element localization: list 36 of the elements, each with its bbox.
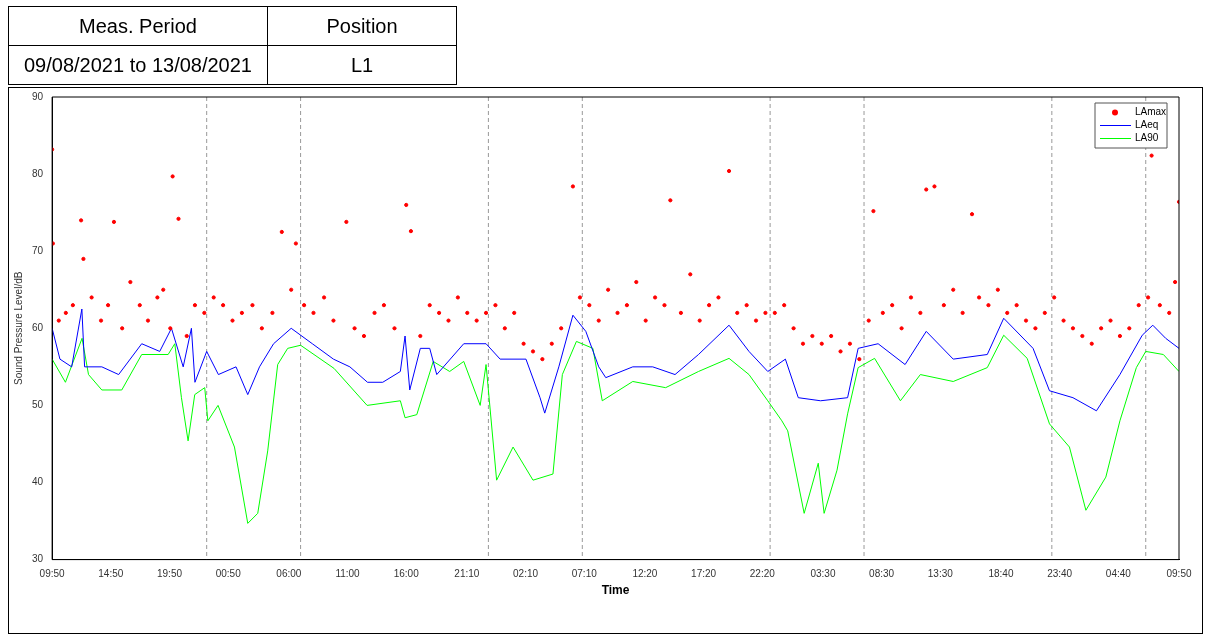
legend-label: LAmax	[1135, 106, 1167, 118]
y-tick-label: 70	[32, 244, 44, 256]
x-tick-label: 18:40	[988, 568, 1014, 580]
x-tick-label: 02:10	[513, 568, 539, 580]
y-axis-title: Sound Pressure Level/dB	[12, 271, 24, 385]
x-tick-label: 00:50	[215, 568, 242, 580]
x-tick-label: 19:50	[156, 568, 183, 580]
x-tick-label: 22:20	[749, 568, 776, 580]
x-tick-label: 04:40	[1105, 568, 1132, 580]
y-tick-label: 50	[32, 399, 44, 411]
x-axis-title: Time	[601, 583, 630, 598]
y-tick-label: 80	[32, 167, 44, 179]
legend-label: LAeq	[1135, 119, 1159, 131]
x-tick-label: 09:50	[1166, 568, 1192, 580]
y-tick-label: 30	[32, 553, 44, 565]
legend-label: LA90	[1135, 132, 1159, 144]
y-tick-label: 90	[32, 90, 44, 102]
x-tick-label: 06:00	[276, 568, 302, 580]
x-tick-label: 13:30	[927, 568, 954, 580]
x-tick-label: 09:50	[39, 568, 66, 580]
x-tick-label: 03:30	[810, 568, 836, 580]
text: Position	[267, 6, 457, 46]
x-tick-label: 17:20	[691, 568, 717, 580]
text: Meas. Period	[8, 6, 268, 46]
x-tick-label: 16:00	[393, 568, 420, 580]
y-tick-label: 60	[32, 322, 44, 334]
x-tick-label: 07:10	[571, 568, 598, 580]
x-tick-label: 21:10	[454, 568, 480, 580]
y-tick-label: 40	[32, 476, 44, 488]
x-tick-label: 11:00	[335, 568, 361, 580]
x-tick-label: 23:40	[1047, 568, 1073, 580]
x-tick-label: 14:50	[98, 568, 124, 580]
text: L1	[267, 45, 457, 85]
x-tick-label: 08:30	[869, 568, 895, 580]
text: 09/08/2021 to 13/08/2021	[8, 45, 268, 85]
x-tick-label: 12:20	[632, 568, 658, 580]
